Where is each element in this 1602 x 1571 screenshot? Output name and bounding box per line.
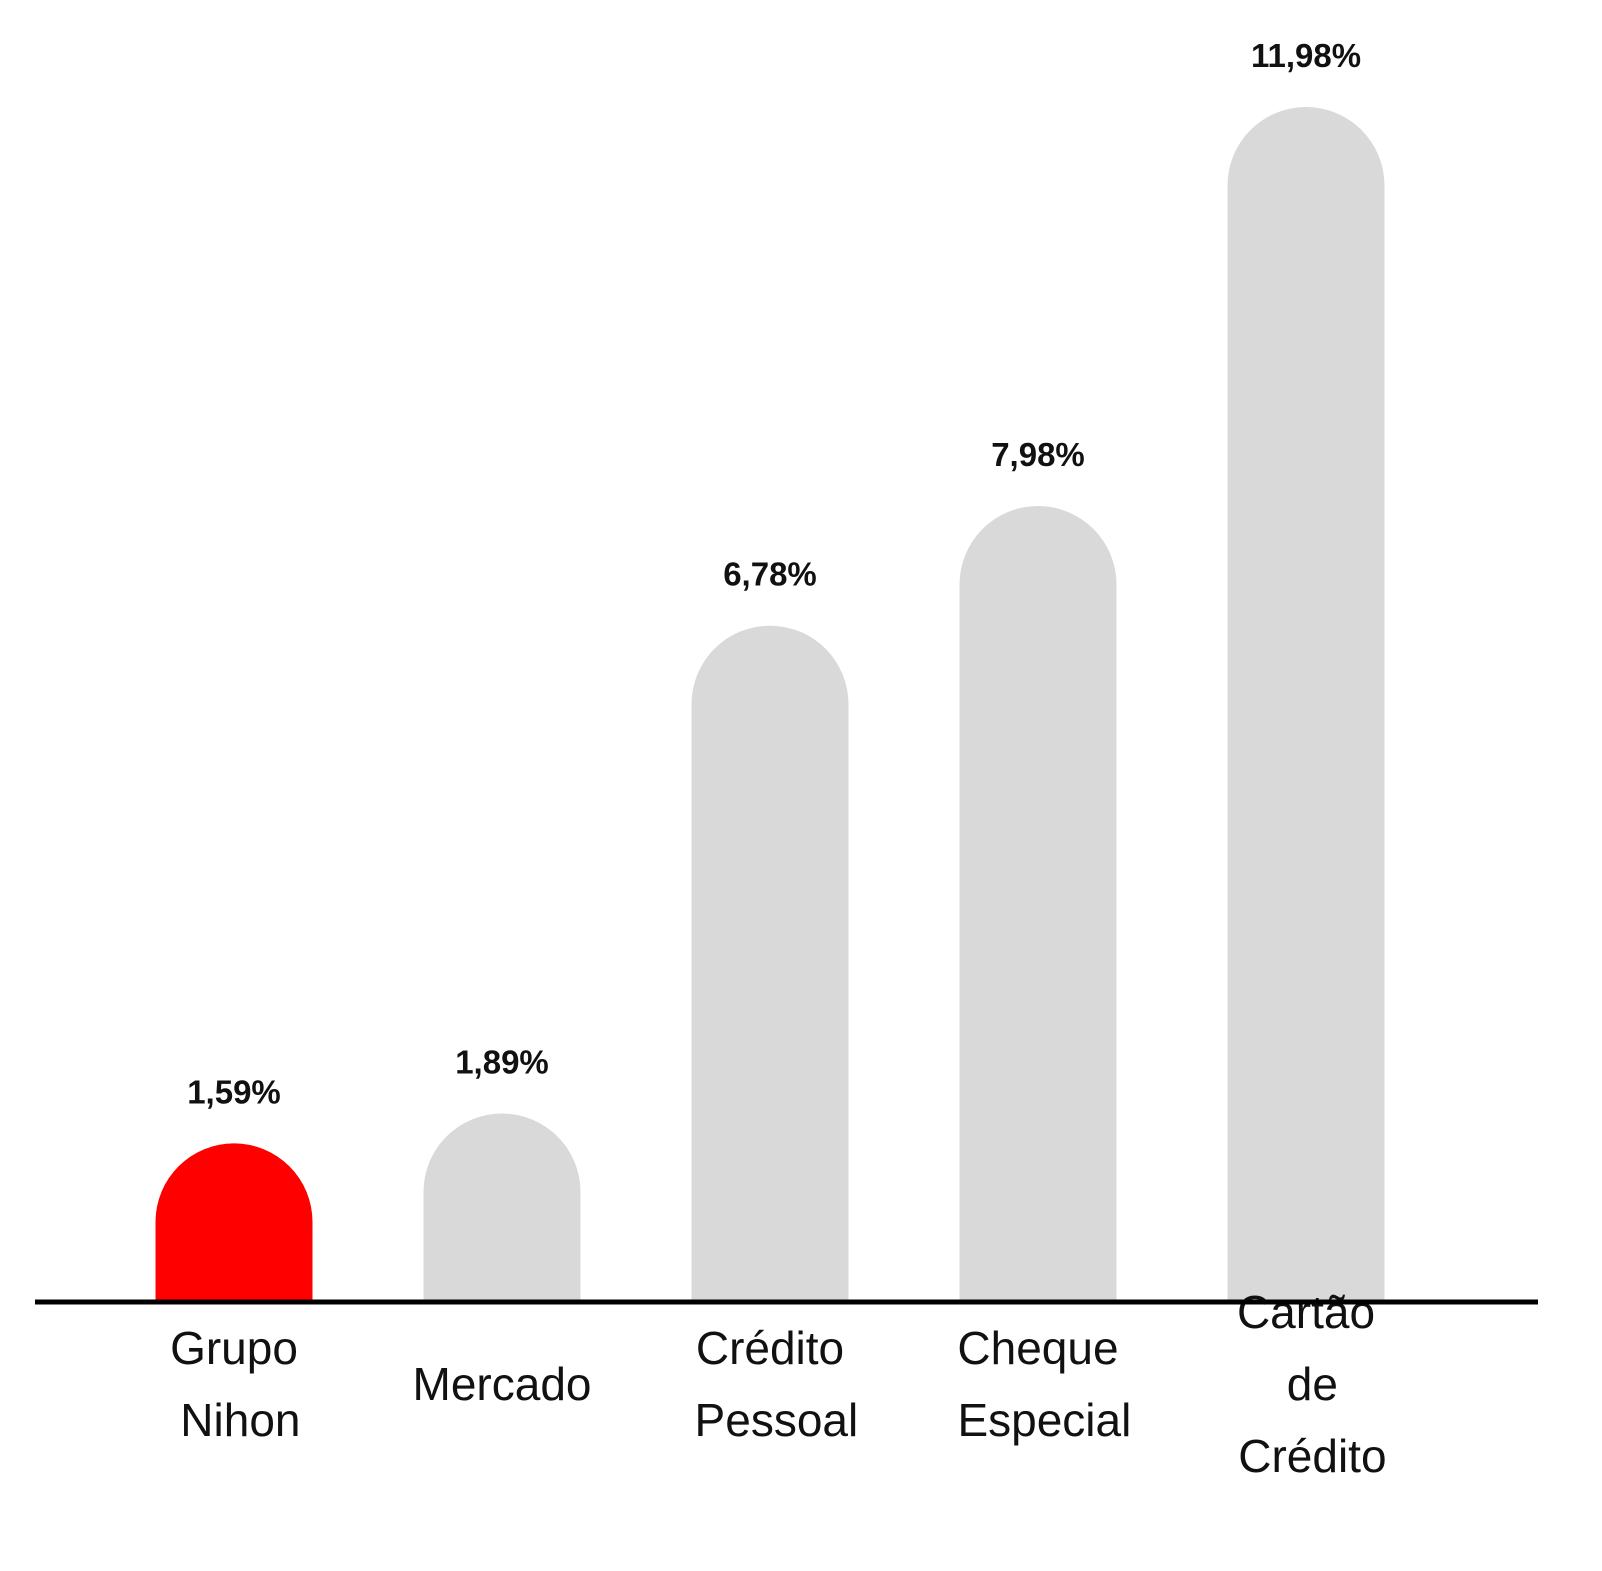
value-label: 1,89% <box>455 1043 549 1080</box>
x-tick-label: Crédito Pessoal <box>682 1322 858 1446</box>
label-line: Mercado <box>413 1358 592 1410</box>
label-line: Grupo <box>170 1322 298 1374</box>
label-line: de <box>1274 1358 1338 1410</box>
label-line: Crédito <box>1225 1430 1386 1482</box>
value-label: 6,78% <box>723 556 817 593</box>
bar <box>1227 106 1385 1303</box>
label-line: Nihon <box>168 1394 301 1446</box>
bar <box>691 625 849 1302</box>
x-tick-label: Grupo Nihon <box>168 1322 301 1446</box>
x-tick-label: Cartão de Crédito <box>1225 1286 1386 1482</box>
label-line: Cheque <box>957 1322 1118 1374</box>
value-label: 7,98% <box>991 436 1085 473</box>
bar <box>423 1113 581 1302</box>
value-label: 11,98% <box>1251 37 1361 74</box>
label-line: Pessoal <box>682 1394 858 1446</box>
value-label: 1,59% <box>187 1073 281 1110</box>
label-line: Especial <box>945 1394 1132 1446</box>
label-line: Cartão <box>1237 1286 1375 1338</box>
x-tick-label: Mercado <box>413 1358 592 1410</box>
x-tick-label: Cheque Especial <box>945 1322 1132 1446</box>
bar <box>155 1143 313 1302</box>
label-line: Crédito <box>696 1322 844 1374</box>
bar <box>959 505 1117 1302</box>
